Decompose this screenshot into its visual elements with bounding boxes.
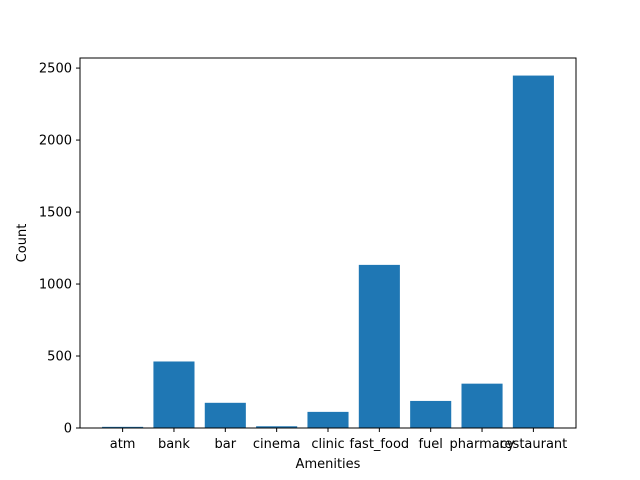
bar-bar <box>205 403 246 428</box>
y-axis-ticks: 0 500 1000 1500 2000 2500 <box>39 62 80 437</box>
x-tick-label: clinic <box>311 437 344 452</box>
bar-clinic <box>307 412 348 428</box>
x-axis-ticks: atm bank bar cinema clinic fast_food fuel pharm… <box>110 428 568 452</box>
y-tick-label: 2000 <box>39 134 72 149</box>
x-axis-label: Amenities <box>296 457 361 472</box>
x-tick-label: restaurant <box>499 437 567 452</box>
bar-bank <box>153 361 194 428</box>
bar-restaurant <box>513 76 554 428</box>
bar-fast_food <box>359 265 400 428</box>
bars-group <box>102 76 554 428</box>
y-tick-label: 500 <box>47 350 72 365</box>
y-axis-label: Count <box>15 224 30 263</box>
x-tick-label: bar <box>215 437 237 452</box>
y-tick-label: 1500 <box>39 206 72 221</box>
x-tick-label: fast_food <box>350 437 410 452</box>
y-tick-label: 2500 <box>39 62 72 77</box>
x-tick-label: fuel <box>418 437 442 452</box>
x-tick-label: cinema <box>253 437 301 452</box>
bar-pharmacy <box>461 384 502 428</box>
y-tick-label: 1000 <box>39 278 72 293</box>
x-tick-label: bank <box>158 437 190 452</box>
bar-fuel <box>410 401 451 428</box>
y-tick-label: 0 <box>64 422 72 437</box>
x-tick-label: atm <box>110 437 136 452</box>
